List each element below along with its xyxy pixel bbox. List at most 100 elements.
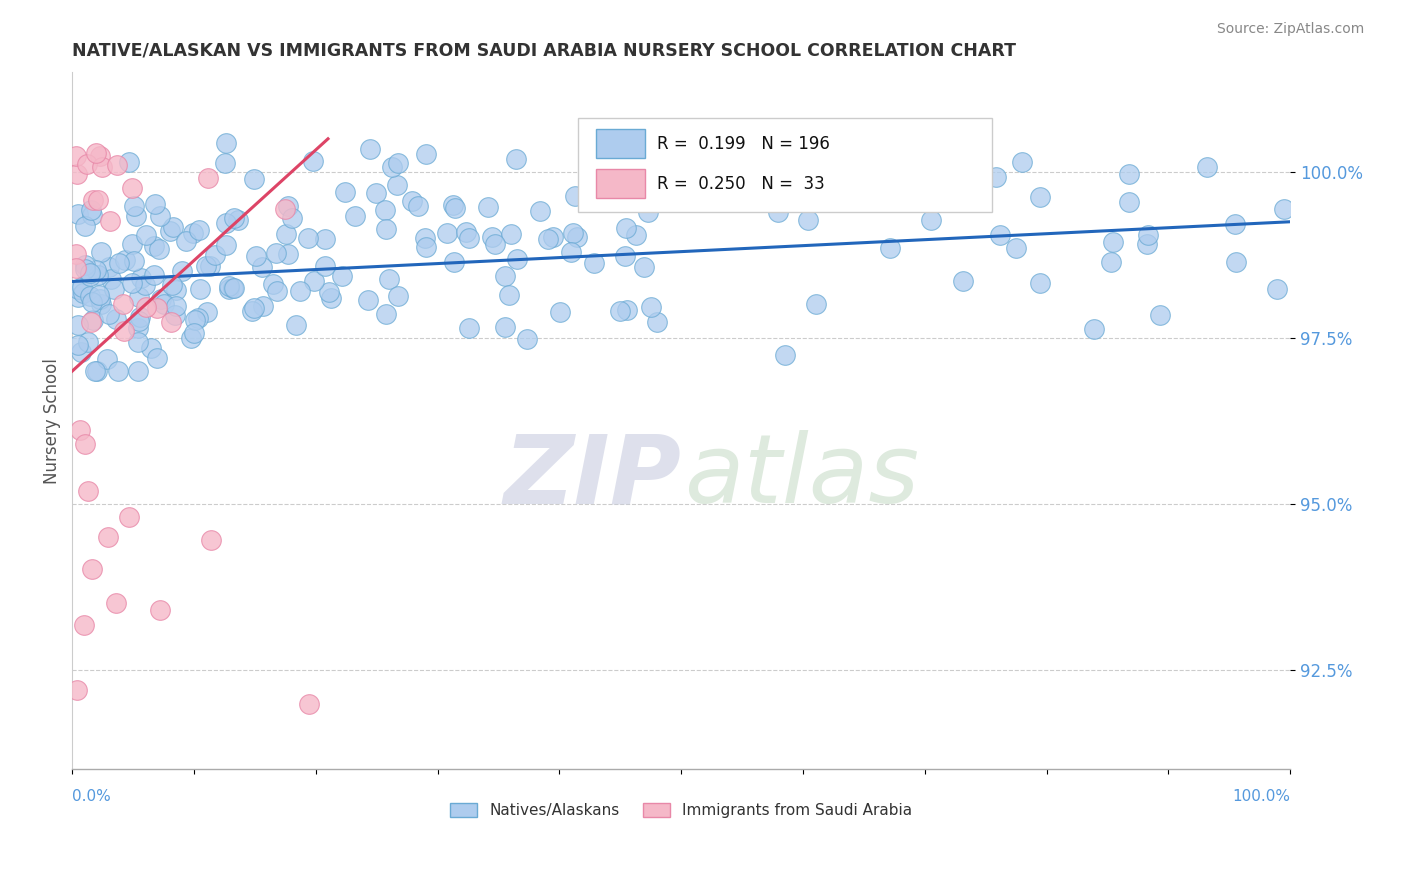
Point [162,278,184,293]
Text: NATIVE/ALASKAN VS IMMIGRANTS FROM SAUDI ARABIA NURSERY SCHOOL CORRELATION CHART: NATIVE/ALASKAN VS IMMIGRANTS FROM SAUDI … [72,42,1017,60]
Point [73,437,96,451]
Point [187,311,209,326]
Point [645,316,668,330]
Point [879,241,901,255]
Point [436,226,458,240]
Point [97,530,120,544]
Point [86,364,108,378]
Point [172,264,194,278]
Point [529,203,551,218]
Point [1101,255,1123,269]
Point [501,227,523,241]
Point [952,274,974,288]
Point [1029,276,1052,290]
Point [127,364,149,378]
Point [70,280,93,294]
Point [564,189,586,203]
Point [86,193,108,207]
Point [90,161,112,175]
Point [65,149,87,163]
Point [73,618,96,632]
Point [614,220,637,235]
Text: 0.0%: 0.0% [72,789,111,805]
Point [174,234,197,248]
Point [240,304,263,318]
Point [146,351,169,365]
Point [75,262,97,277]
Point [640,300,662,314]
Point [1149,308,1171,322]
Point [67,318,90,332]
Point [381,160,404,174]
Point [298,698,321,712]
Point [1195,160,1218,174]
Point [252,300,274,314]
Point [181,226,204,240]
Point [297,231,319,245]
Point [314,259,336,273]
Point [69,423,91,437]
Point [183,326,205,341]
Point [108,256,131,270]
Point [143,239,166,253]
Point [614,248,637,262]
Point [148,242,170,256]
Point [984,170,1007,185]
Point [82,294,104,309]
Point [494,319,516,334]
Text: R =  0.250   N =  33: R = 0.250 N = 33 [657,175,824,193]
Point [484,236,506,251]
Point [647,174,669,188]
Point [318,285,340,299]
Point [77,334,100,349]
Point [80,208,103,222]
Point [90,245,112,260]
Point [79,289,101,303]
Point [1083,321,1105,335]
Point [1011,155,1033,169]
Legend: Natives/Alaskans, Immigrants from Saudi Arabia: Natives/Alaskans, Immigrants from Saudi … [444,797,918,824]
Point [413,231,436,245]
Point [98,214,121,228]
Point [159,224,181,238]
Point [143,196,166,211]
Point [121,181,143,195]
Point [103,282,125,296]
Text: ZIP: ZIP [503,430,681,523]
Point [224,211,246,225]
Point [82,313,104,327]
Point [581,194,603,208]
Point [1274,202,1296,216]
Point [67,289,90,303]
Point [127,320,149,334]
Point [290,285,312,299]
Point [105,157,128,171]
Point [607,158,630,172]
Point [458,321,481,335]
Point [214,216,236,230]
Point [277,246,299,260]
Point [121,236,143,251]
Point [98,260,121,274]
Point [218,278,240,293]
Point [195,259,218,273]
Point [266,284,288,298]
Point [66,682,89,697]
Point [274,202,297,216]
Point [344,209,367,223]
Point [84,263,107,277]
Point [73,258,96,272]
Point [80,203,103,218]
Point [387,156,409,170]
Point [87,268,110,282]
Point [84,145,107,160]
Point [114,253,136,268]
Point [609,304,631,318]
Point [215,136,238,151]
Point [184,313,207,327]
Point [107,364,129,378]
Point [281,211,304,225]
Point [920,213,942,227]
Point [481,230,503,244]
Point [89,292,111,306]
